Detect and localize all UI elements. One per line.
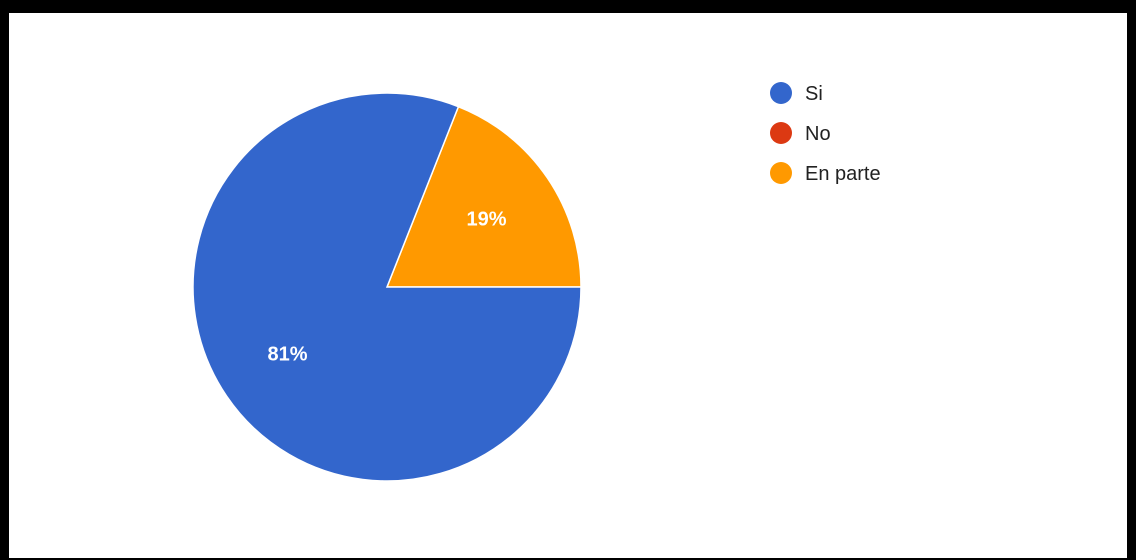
legend-marker-en-parte xyxy=(770,162,792,184)
legend-item-si[interactable]: Si xyxy=(770,82,823,105)
slice-label-si: 81% xyxy=(268,344,308,366)
legend-label-en-parte: En parte xyxy=(805,163,881,185)
legend-marker-si xyxy=(770,82,792,104)
pie-slice-labels: 19% 81% xyxy=(268,208,507,365)
legend-item-no[interactable]: No xyxy=(770,122,831,145)
legend: Si No En parte xyxy=(770,82,881,185)
pie-slice-en-parte[interactable] xyxy=(385,105,582,288)
pie-slice-si[interactable] xyxy=(192,92,582,482)
slice-label-en-parte: 19% xyxy=(466,208,506,230)
pie-slices xyxy=(192,92,582,482)
legend-marker-no xyxy=(770,122,792,144)
legend-label-si: Si xyxy=(805,83,823,105)
legend-label-no: No xyxy=(805,123,831,145)
legend-item-en-parte[interactable]: En parte xyxy=(770,162,881,185)
